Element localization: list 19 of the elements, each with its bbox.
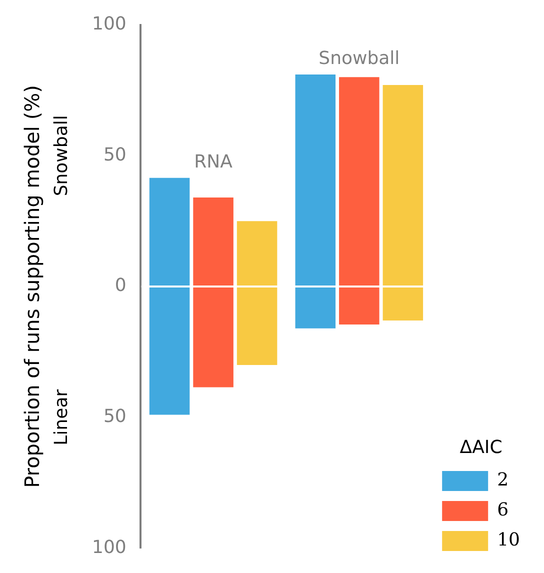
bar bbox=[382, 84, 424, 321]
bar bbox=[149, 178, 190, 415]
bar bbox=[236, 221, 278, 366]
x-tick-label: RNA bbox=[194, 152, 234, 173]
bar bbox=[339, 77, 380, 324]
y-tick-label: 50 bbox=[103, 144, 126, 166]
legend-title: ΔAIC bbox=[460, 437, 502, 458]
bar bbox=[193, 198, 234, 388]
legend-label: 10 bbox=[497, 530, 520, 551]
legend-label: 6 bbox=[497, 500, 509, 521]
text: Snowball bbox=[51, 115, 72, 196]
y-tick-label: 100 bbox=[92, 13, 126, 34]
text: Linear bbox=[51, 388, 72, 446]
legend-label: 2 bbox=[497, 470, 509, 491]
bar bbox=[295, 74, 336, 328]
y-tick-label: 50 bbox=[103, 406, 126, 428]
y-tick-label: 0 bbox=[114, 275, 126, 296]
y-tick-label: 100 bbox=[92, 536, 126, 558]
y-axis-title: Proportion of runs supporting model (%) bbox=[20, 85, 44, 488]
